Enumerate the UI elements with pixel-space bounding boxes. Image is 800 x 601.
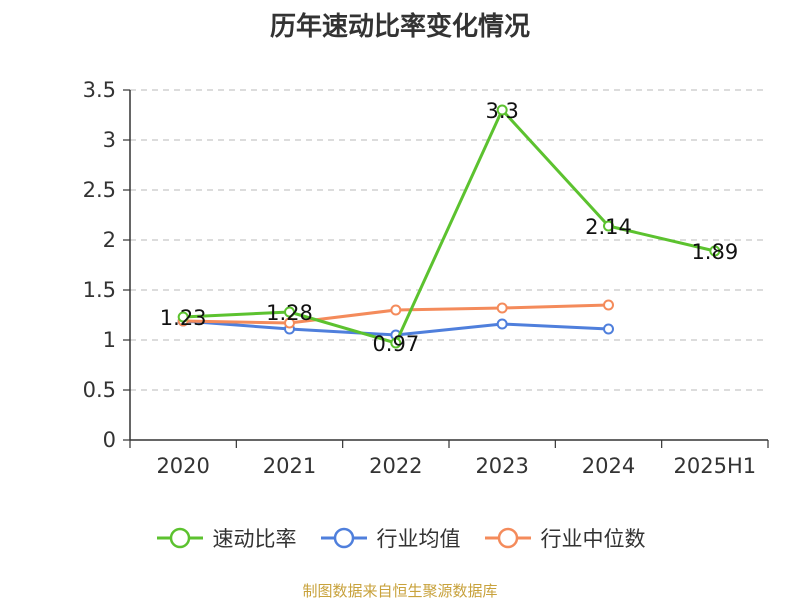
data-point-0 [603,220,614,232]
series-line-0 [183,108,716,345]
data-point-1 [603,323,614,335]
data-point-1 [496,318,508,330]
y-tick-label: 0 [103,428,116,452]
legend-marker [497,527,518,549]
x-tick-label: 2020 [156,454,209,478]
data-point-2 [390,304,402,316]
legend-item[interactable]: 行业均值 [319,523,461,553]
data-point-0 [496,104,508,116]
y-tick-label: 3.5 [83,78,116,102]
x-tick-label: 2023 [475,454,528,478]
source-note: 制图数据来自恒生聚源数据库 [302,582,498,600]
x-tick-label: 2021 [263,454,316,478]
legend-item[interactable]: 速动比率 [155,523,297,553]
legend-label: 行业均值 [376,527,461,551]
data-label: 1.23 [160,306,207,330]
data-point-0 [390,337,402,349]
data-label: 1.89 [691,240,738,264]
legend-swatch [484,527,531,549]
legend-marker [169,527,190,549]
data-point-2 [284,317,295,329]
y-tick-label: 2.5 [83,178,116,202]
data-point-0 [709,245,721,257]
y-tick-label: 0.5 [83,378,116,402]
y-tick-label: 3 [103,128,116,152]
y-tick-label: 1 [103,328,116,352]
data-point-2 [603,299,614,311]
data-point-0 [284,306,295,318]
data-point-0 [177,311,189,323]
x-tick-label: 2024 [582,454,635,478]
chart-title: 历年速动比率变化情况 [269,12,530,42]
x-tick-label: 2025H1 [674,454,757,478]
legend-label: 速动比率 [212,527,297,551]
y-tick-label: 2 [103,228,116,252]
data-point-2 [496,302,508,314]
x-tick-label: 2022 [369,454,422,478]
y-tick-label: 1.5 [83,278,116,302]
data-label: 3.3 [485,99,518,123]
legend-swatch [320,527,367,549]
legend-label: 行业中位数 [540,527,646,551]
data-label: 0.97 [372,332,419,356]
legend-item[interactable]: 行业中位数 [483,523,646,553]
chart-legend: 速动比率 行业均值 行业中位数 [0,518,800,558]
data-label: 1.28 [266,301,313,325]
data-label: 2.14 [585,215,632,239]
legend-swatch [156,527,203,549]
legend-marker [333,527,354,549]
